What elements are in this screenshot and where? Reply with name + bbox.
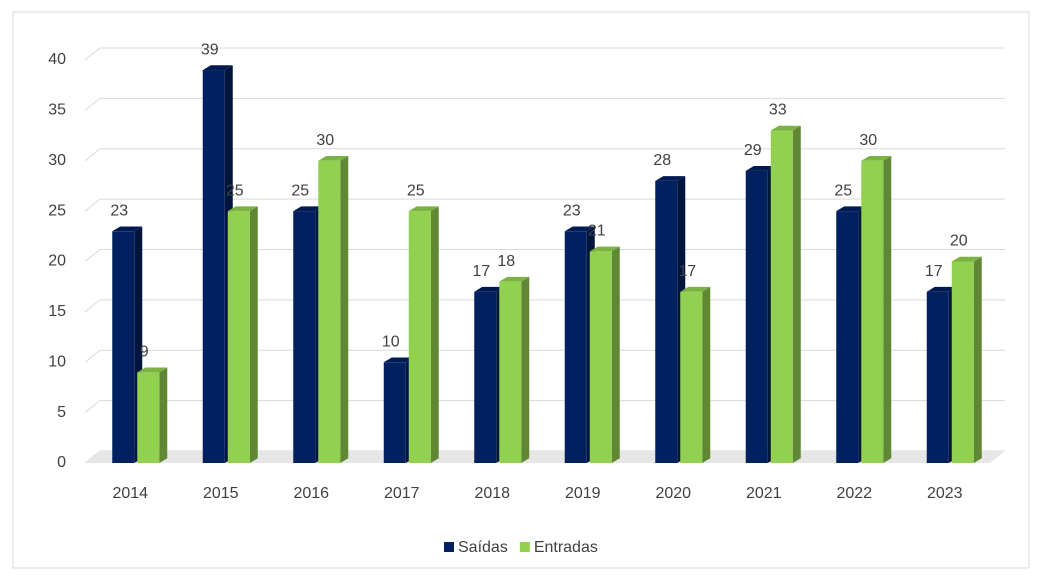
data-label: 25 (834, 182, 852, 199)
bar-top (770, 125, 801, 131)
y-tick-label: 40 (48, 51, 66, 68)
y-tick-label: 25 (48, 202, 66, 219)
bar (836, 211, 859, 463)
y-tick-label: 20 (48, 253, 66, 270)
bar-top (202, 65, 233, 71)
data-label: 30 (316, 132, 334, 149)
bar (655, 180, 678, 463)
data-label: 29 (744, 142, 762, 159)
bar (383, 362, 406, 463)
x-tick-label: 2021 (746, 485, 782, 502)
data-label: 20 (950, 233, 968, 250)
data-label: 25 (407, 182, 425, 199)
bar-top (861, 155, 892, 161)
bar (926, 291, 949, 463)
legend-swatch (519, 542, 530, 552)
x-tick-label: 2018 (474, 485, 510, 502)
bar-side (249, 206, 258, 463)
legend-label: Entradas (534, 539, 598, 556)
data-label: 17 (678, 263, 696, 280)
bar-side (702, 286, 711, 463)
x-tick-label: 2015 (203, 485, 239, 502)
bar-side (611, 246, 620, 463)
bar-top (589, 246, 620, 252)
x-tick-label: 2020 (655, 485, 691, 502)
bar (202, 70, 225, 463)
bar-top (926, 286, 957, 292)
legend-swatch (444, 542, 454, 552)
data-label: 17 (925, 263, 943, 280)
bar (680, 291, 703, 463)
x-tick-label: 2022 (836, 485, 872, 502)
bar-side (792, 125, 801, 463)
bar (589, 251, 612, 463)
bar-top (112, 226, 143, 232)
bar-side (973, 256, 982, 463)
grid-line (84, 198, 1005, 212)
data-label: 10 (382, 333, 400, 350)
bar-top (227, 206, 258, 212)
bar (499, 281, 522, 463)
y-tick-label: 35 (48, 102, 66, 119)
bar-top (655, 176, 686, 181)
bar-top (408, 206, 439, 212)
bar-side (883, 155, 892, 463)
bar-top (499, 276, 530, 282)
bar (408, 211, 431, 463)
bar (474, 291, 497, 463)
bar (318, 160, 341, 463)
grid-line (84, 148, 1005, 162)
data-label: 17 (472, 263, 490, 280)
bar-top (836, 206, 867, 212)
bar (112, 231, 135, 463)
data-label: 39 (201, 41, 219, 58)
data-label: 23 (110, 202, 128, 219)
bar-top (564, 226, 595, 232)
bar (745, 170, 768, 463)
legend-label: Saídas (458, 539, 508, 556)
bar (770, 130, 793, 463)
grid-line (84, 47, 1005, 61)
bar-side (340, 155, 349, 463)
bar (137, 372, 160, 463)
x-tick-label: 2023 (927, 485, 963, 502)
data-label: 30 (859, 132, 877, 149)
x-tick-label: 2014 (112, 485, 148, 502)
data-label: 25 (291, 182, 309, 199)
bar-top (383, 357, 414, 363)
y-tick-label: 15 (48, 303, 66, 320)
data-label: 23 (563, 202, 581, 219)
bar-top (137, 367, 168, 373)
bar (293, 211, 316, 463)
bar-side (159, 367, 168, 463)
y-tick-label: 30 (48, 152, 66, 169)
bar (564, 231, 587, 463)
x-tick-label: 2019 (565, 485, 601, 502)
x-tick-label: 2016 (293, 485, 329, 502)
y-tick-label: 0 (57, 454, 66, 471)
data-label: 28 (653, 152, 671, 169)
bar-top (951, 256, 982, 262)
bar-top (293, 206, 324, 212)
data-label: 25 (226, 182, 244, 199)
bar (861, 160, 884, 463)
bar-top (680, 286, 711, 292)
bar-top (745, 166, 776, 171)
bar-side (521, 276, 530, 463)
y-tick-label: 5 (57, 404, 66, 421)
bar (951, 261, 974, 463)
data-label: 21 (588, 223, 606, 240)
grid-line (84, 97, 1005, 111)
bar-top (474, 286, 505, 292)
data-label: 9 (140, 344, 149, 361)
data-label: 33 (769, 102, 787, 119)
x-tick-label: 2017 (384, 485, 420, 502)
grid-line (84, 249, 1005, 262)
data-label: 18 (497, 253, 515, 270)
bar (227, 211, 250, 463)
bar-top (318, 155, 349, 161)
y-tick-label: 10 (48, 353, 66, 370)
bar-side (430, 206, 439, 463)
